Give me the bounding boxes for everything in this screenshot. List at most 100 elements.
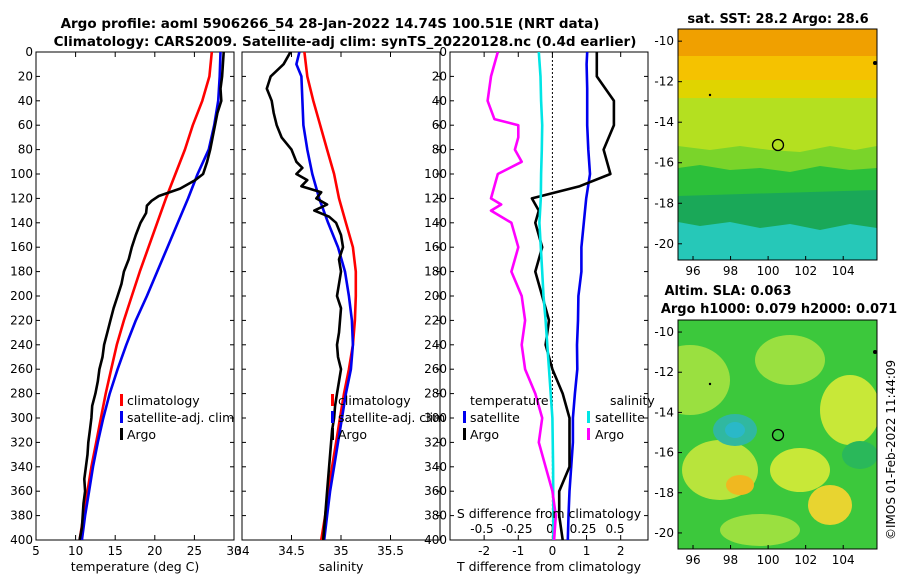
sla-blob — [770, 448, 830, 492]
map-ytick-label: -16 — [654, 156, 674, 170]
temperature-ytick-label: 80 — [18, 143, 33, 157]
temperature-ytick-label: 340 — [10, 460, 33, 474]
map-xtick-label: 96 — [685, 264, 700, 278]
legend-swatch-s-argo — [587, 428, 590, 440]
map-ytick-label: -16 — [654, 446, 674, 460]
difference-ytick-label: 400 — [424, 533, 447, 547]
difference-series-group — [486, 52, 616, 540]
difference-ytick-label: 60 — [432, 118, 447, 132]
difference-ytick-label: 100 — [424, 167, 447, 181]
map-ytick-label: -18 — [654, 196, 674, 210]
difference-series-argo — [530, 52, 616, 540]
map-ytick-label: -10 — [654, 325, 674, 339]
sst-band — [678, 56, 877, 82]
temperature-ytick-label: 160 — [10, 240, 33, 254]
legend-swatch-argo — [120, 428, 123, 440]
temperature-panel-frame — [35, 51, 235, 541]
difference-xtick-label: 1 — [583, 544, 591, 558]
temperature-ytick-label: 320 — [10, 435, 33, 449]
sst-map-title: sat. SST: 28.2 Argo: 28.6 — [687, 12, 868, 27]
sla-map-subtitle: Argo h1000: 0.079 h2000: 0.071 — [661, 302, 897, 317]
temperature-ytick-label: 380 — [10, 509, 33, 523]
legend-argo: Argo — [338, 427, 367, 442]
salinity-xtick-label: 35 — [333, 544, 348, 558]
legend-heading-temperature: temperature — [470, 393, 549, 408]
map-ytick-label: -10 — [654, 34, 674, 48]
temperature-ytick-label: 240 — [10, 338, 33, 352]
sla-blob — [726, 475, 754, 495]
map-xtick-label: 100 — [757, 553, 780, 567]
difference-ytick-label: 200 — [424, 289, 447, 303]
sst-map-frame — [677, 28, 878, 261]
map-ytick-label: -20 — [654, 526, 674, 540]
legend-swatch-argo — [331, 428, 334, 440]
difference-legend: temperature satellite Argo salinity sate… — [463, 393, 655, 442]
s-difference-tick-label: 0.25 — [570, 522, 597, 536]
island-dot — [873, 350, 877, 354]
temperature-series-satellite-adj-clim — [80, 52, 222, 540]
difference-ytick-label: 0 — [439, 45, 447, 59]
temperature-xtick-label: 30 — [226, 544, 241, 558]
legend-swatch-t-argo — [463, 428, 466, 440]
map-xtick-label: 102 — [794, 553, 817, 567]
legend-climatology: climatology — [338, 393, 411, 408]
legend-argo: Argo — [127, 427, 156, 442]
temperature-xtick-label: 20 — [147, 544, 162, 558]
sla-blob — [720, 514, 800, 546]
legend-t-argo: Argo — [470, 427, 499, 442]
island-dot — [873, 61, 877, 65]
s-difference-tick-label: 0.5 — [605, 522, 624, 536]
axis-ticks: 5 10 15 20 25 3002040608010012014016018020022… — [10, 45, 648, 558]
difference-ytick-label: 140 — [424, 216, 447, 230]
difference-xtick-label: -1 — [512, 544, 524, 558]
temperature-ytick-label: 60 — [18, 118, 33, 132]
s-difference-tick-label: -0.25 — [501, 522, 532, 536]
temperature-ytick-label: 20 — [18, 69, 33, 83]
salinity-series-satellite-adj-clim — [295, 52, 355, 540]
difference-xtick-label: -2 — [478, 544, 490, 558]
difference-series-satellite — [566, 52, 592, 540]
map-xtick-label: 104 — [832, 553, 855, 567]
salinity-panel-frame — [241, 51, 441, 541]
legend-satellite-adj: satellite-adj. clim — [338, 410, 445, 425]
map-ytick-label: -12 — [654, 75, 674, 89]
difference-ytick-label: 220 — [424, 313, 447, 327]
legend-climatology: climatology — [127, 393, 200, 408]
difference-ytick-label: 20 — [432, 69, 447, 83]
difference-panel-frame — [449, 51, 649, 541]
legend-t-satellite: satellite — [470, 410, 520, 425]
map-xtick-label: 98 — [723, 264, 738, 278]
temperature-series-argo — [78, 52, 225, 540]
difference-series-argo — [486, 52, 558, 540]
salinity-series-argo — [265, 52, 345, 540]
sst-map-ticks: 96 98 100 102 104 -10 -12 -14 -16 -18 -20 — [654, 34, 854, 278]
temperature-series-climatology — [78, 52, 214, 540]
temperature-ytick-label: 140 — [10, 216, 33, 230]
difference-ytick-label: 80 — [432, 143, 447, 157]
sla-blob — [678, 345, 730, 415]
map-ytick-label: -18 — [654, 486, 674, 500]
legend-s-argo: Argo — [595, 427, 624, 442]
difference-xtick-label: 2 — [617, 544, 625, 558]
temperature-ytick-label: 260 — [10, 362, 33, 376]
s-difference-xlabel: S difference from climatology — [457, 506, 642, 521]
sla-map-frame — [677, 319, 878, 550]
legend-s-satellite: satellite — [595, 410, 645, 425]
map-xtick-label: 104 — [832, 264, 855, 278]
s-difference-tick-label: 0 — [546, 522, 554, 536]
legend-satellite-adj: satellite-adj. clim — [127, 410, 234, 425]
temperature-series-group — [78, 52, 225, 540]
island-dot — [708, 93, 712, 97]
difference-ytick-label: 260 — [424, 362, 447, 376]
temperature-ytick-label: 200 — [10, 289, 33, 303]
salinity-xlabel: salinity — [319, 559, 364, 574]
map-ytick-label: -14 — [654, 115, 674, 129]
salinity-legend: climatology satellite-adj. clim Argo — [331, 393, 445, 442]
map-xtick-label: 100 — [757, 264, 780, 278]
sla-blob — [842, 441, 877, 469]
sla-blob — [808, 485, 852, 525]
salinity-series-group — [265, 52, 358, 540]
credit-text: ©IMOS 01-Feb-2022 11:44:09 — [884, 360, 898, 540]
argo-location-marker — [771, 428, 785, 442]
